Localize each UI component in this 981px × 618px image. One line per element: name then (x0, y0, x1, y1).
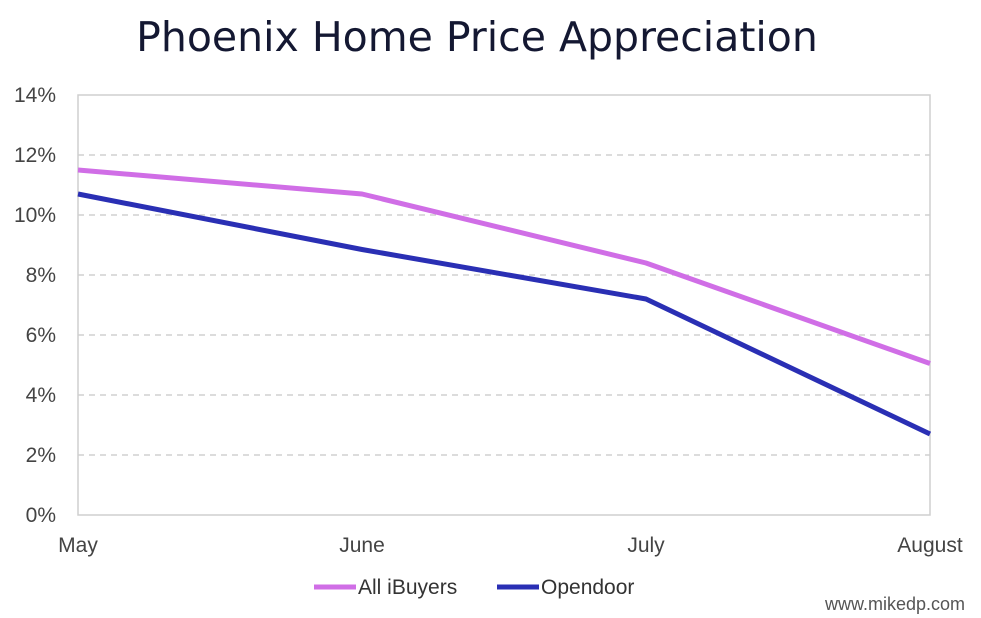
y-tick-label: 8% (26, 264, 56, 287)
x-tick-label: June (339, 534, 385, 557)
series-line (77, 167, 931, 366)
x-axis: May June July August (58, 534, 963, 557)
legend-label: Opendoor (541, 576, 634, 599)
chart-title: Phoenix Home Price Appreciation (136, 13, 818, 61)
legend: All iBuyers Opendoor (314, 576, 634, 599)
legend-label: All iBuyers (358, 576, 457, 599)
credit-text: www.mikedp.com (824, 594, 965, 614)
x-tick-label: July (627, 534, 665, 557)
y-tick-label: 6% (26, 324, 56, 347)
x-tick-label: May (58, 534, 98, 557)
y-tick-label: 12% (14, 144, 56, 167)
x-tick-label: August (897, 534, 963, 557)
y-tick-label: 14% (14, 84, 56, 107)
plot-area (77, 94, 931, 516)
y-axis: 0% 2% 4% 6% 8% 10% 12% 14% (14, 84, 56, 527)
y-tick-label: 4% (26, 384, 56, 407)
series-lines (77, 167, 932, 437)
y-tick-label: 2% (26, 444, 56, 467)
gridlines (78, 154, 930, 456)
y-tick-label: 0% (26, 504, 56, 527)
y-tick-label: 10% (14, 204, 56, 227)
series-line (77, 191, 932, 437)
